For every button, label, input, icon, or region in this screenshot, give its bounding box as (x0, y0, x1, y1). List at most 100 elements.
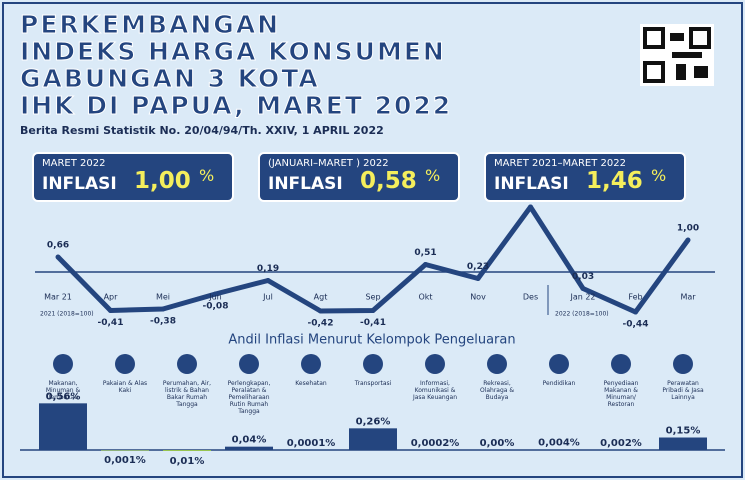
value: 0,58 (360, 168, 417, 194)
category-label: Perlengkapan, Peralatan & Pemeliharaan R… (227, 380, 271, 415)
x-tick-label: Sep (365, 293, 380, 302)
value-label: 0,001% (104, 455, 146, 466)
qr-code (640, 24, 714, 86)
point (475, 276, 481, 281)
value-label: 0,01% (170, 456, 205, 467)
category-label: Makanan, Minuman & Tembakau (45, 380, 81, 401)
icon (115, 354, 135, 374)
value: 1,46 (586, 168, 643, 194)
unit: % (199, 166, 215, 185)
category-label: Perumahan, Air, listrik & Bahan Bakar Ru… (162, 380, 212, 408)
chart-title: Andil Inflasi Menurut Kelompok Pengeluar… (228, 333, 515, 348)
bar (473, 450, 521, 451)
value-label: 0,15% (666, 426, 701, 437)
icon (611, 354, 631, 374)
value-label: 0,19 (257, 264, 279, 274)
point (213, 291, 218, 297)
label: INFLASI (268, 174, 343, 194)
value-label: 0,51 (414, 248, 436, 258)
label: INFLASI (494, 174, 569, 194)
annotation: 2021 (2018=100) (40, 311, 94, 318)
unit: % (651, 166, 667, 185)
x-tick-label: Mei (156, 293, 170, 302)
bar-icons (53, 354, 693, 374)
bar (597, 449, 645, 451)
category-label: Penyediaan Makanan & Minuman/ Restoran (603, 380, 639, 408)
bar (225, 446, 273, 450)
point (160, 306, 166, 312)
point (423, 262, 428, 267)
value-label: 0,004% (538, 438, 580, 449)
x-tick-label: Des (523, 293, 538, 302)
category-label: Pakaian & Alas Kaki (102, 380, 148, 394)
x-tick-label: Mar (680, 293, 696, 302)
value-label: 0,03 (572, 272, 594, 282)
category-label: Pendidikan (542, 380, 576, 387)
point (685, 237, 691, 243)
x-tick-label: Agt (314, 293, 328, 302)
highlight-box: (JANUARI–MARET ) 2022 INFLASI 0,58 % (258, 152, 460, 202)
x-tick-label: Jan 22 (569, 293, 595, 302)
x-tick-label: Apr (104, 293, 119, 302)
title-line: IHK DI PAPUA, MARET 2022 (20, 91, 452, 120)
title-line: INDEKS HARGA KONSUMEN (20, 37, 446, 66)
label: INFLASI (42, 174, 117, 194)
value-label: 0,0002% (411, 438, 460, 449)
icon (53, 354, 73, 374)
value-label: -0,42 (308, 319, 334, 329)
x-tick-label: Feb (628, 293, 642, 302)
icon (549, 354, 569, 374)
point (370, 308, 376, 313)
point (318, 308, 323, 314)
highlight-box: MARET 2021–MARET 2022 INFLASI 1,46 % (484, 152, 686, 202)
point (108, 308, 113, 313)
value-label: -0,38 (150, 317, 176, 327)
value-label: 0,26% (356, 416, 391, 427)
value-label: 0,23 (467, 262, 489, 272)
value-label: -0,44 (623, 320, 649, 330)
point (528, 204, 533, 210)
x-tick-label: Okt (418, 293, 432, 302)
category-label: Informasi, Komunikasi & Jasa Keuangan (412, 380, 458, 401)
value-label: -0,08 (203, 302, 229, 312)
subtitle: Berita Resmi Statistik No. 20/04/94/Th. … (20, 124, 384, 137)
value-label: 1,00 (677, 224, 699, 234)
bar (411, 449, 459, 451)
value-label: -0,41 (360, 318, 386, 328)
icon (301, 354, 321, 374)
value: 1,00 (134, 168, 191, 194)
icon (239, 354, 259, 374)
icon (487, 354, 507, 374)
x-tick-label: Jul (262, 293, 273, 302)
value-label: -0,41 (98, 318, 124, 328)
point (633, 309, 638, 315)
icon (425, 354, 445, 374)
category-label: Transportasi (354, 380, 392, 387)
title-line: PERKEMBANGAN (20, 10, 280, 39)
x-tick-label: Jun (208, 293, 222, 302)
icon (177, 354, 197, 374)
period: MARET 2022 (42, 158, 106, 169)
category-label: Perawatan Pribadi & Jasa Lainnya (662, 380, 704, 401)
highlight-box: MARET 2022 INFLASI 1,00 % (32, 152, 234, 202)
bar (349, 428, 397, 450)
x-tick-label: Nov (470, 293, 486, 302)
value-label: 0,56% (46, 391, 81, 402)
bar (101, 450, 149, 451)
annotation: 2022 (2018=100) (555, 311, 609, 318)
period: (JANUARI–MARET ) 2022 (268, 158, 389, 169)
bar (287, 449, 335, 451)
value-label: 0,002% (600, 438, 642, 449)
value-label: 0,00% (480, 438, 515, 449)
icon (363, 354, 383, 374)
value-label: 0,04% (232, 435, 267, 446)
bar (163, 450, 211, 451)
point (580, 286, 586, 291)
bar (39, 403, 87, 450)
category-label: Rekreasi, Olahraga & Budaya (479, 380, 515, 401)
value-label: 0,66 (47, 241, 69, 251)
category-label: Kesehatan (295, 380, 327, 387)
